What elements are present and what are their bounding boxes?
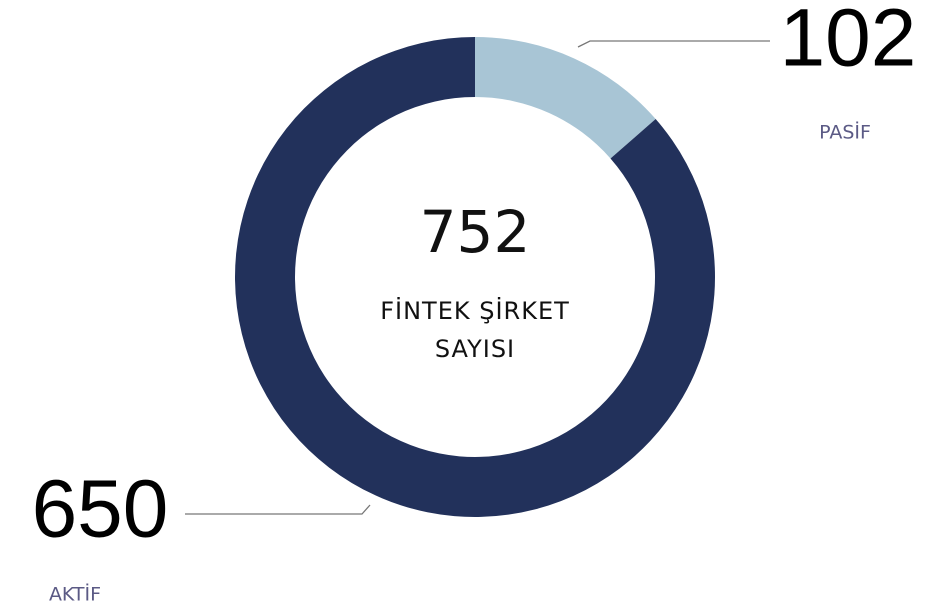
- category-label: AKTİF: [49, 583, 101, 606]
- center-value: 752: [420, 198, 531, 266]
- slice: [475, 37, 656, 159]
- leader-line: [185, 504, 371, 515]
- value-label: 650: [32, 464, 169, 555]
- value-label: 102: [780, 0, 917, 84]
- leader-line: [577, 40, 770, 48]
- center-label: FİNTEK ŞİRKET SAYISI: [380, 297, 570, 363]
- category-label: PASİF: [819, 121, 871, 144]
